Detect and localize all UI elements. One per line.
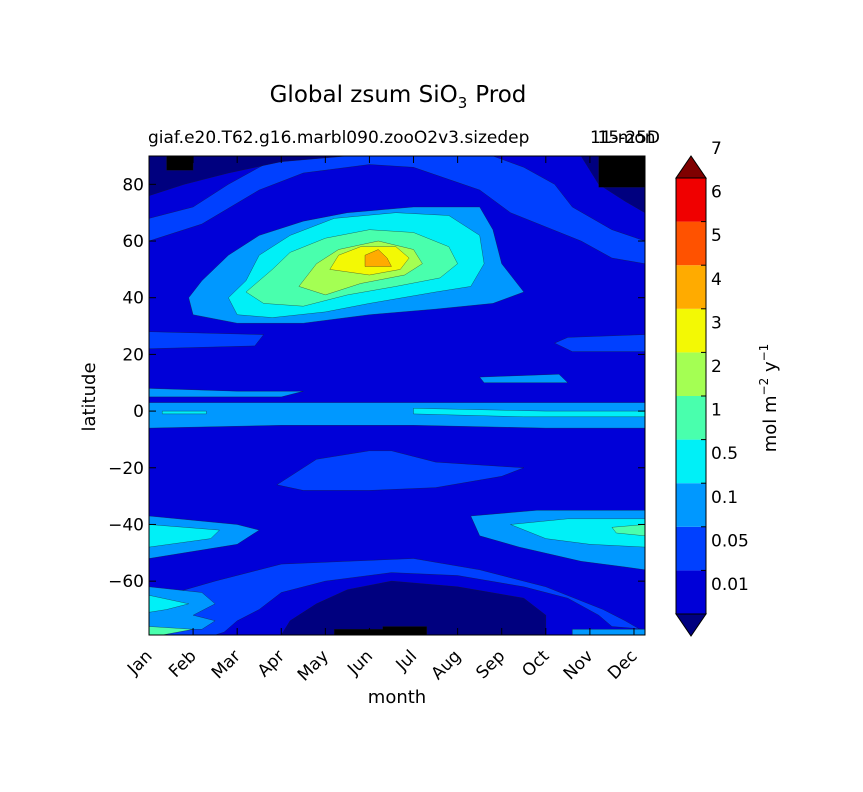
x-tick-label: Jun [343, 646, 377, 680]
colorbar-tick-label: 2 [711, 357, 722, 377]
colorbar-label-sup1: −2 [757, 378, 771, 396]
contour-region-south-polar-below [333, 626, 428, 635]
x-tick-label: Jan [123, 646, 156, 679]
x-tick-label: Feb [165, 646, 200, 681]
chart-title-subscript: 3 [458, 94, 468, 112]
chart-title-text: Global zsum SiO [270, 82, 458, 108]
colorbar-tick-label: 5 [711, 226, 722, 246]
colorbar-tick-label: 0.01 [711, 575, 749, 595]
x-tick-label: Apr [254, 646, 289, 681]
colorbar-extend-bottom [675, 613, 707, 637]
subtitle-right: 15-25D [598, 128, 661, 148]
contour-region-north-low [149, 156, 645, 264]
contour-region-south-east-2 [611, 524, 645, 537]
colorbar-swatch [676, 221, 706, 266]
colorbar-swatch [676, 178, 706, 222]
contour-region-band-25-low [149, 331, 265, 349]
chart-title-suffix: Prod [475, 82, 526, 108]
colorbar-swatch [676, 483, 706, 527]
colorbar-tick-label: 7 [711, 139, 722, 159]
y-tick-label: 0 [133, 402, 144, 422]
contour-region-equator-band [149, 402, 645, 429]
contour-region-north-bloom-5 [364, 249, 392, 267]
colorbar-tick-label: 0.5 [711, 444, 738, 464]
contour-region-equator-core-west [161, 410, 207, 415]
colorbar-label: mol m−2 y−1 [757, 344, 781, 453]
contour-region-north-below-2 [598, 156, 645, 188]
colorbar-swatch [676, 570, 706, 614]
y-tick-label: 20 [122, 345, 144, 365]
contour-region-north-below [166, 156, 194, 171]
contour-region-south-trop-low [276, 450, 524, 491]
x-tick-label: May [294, 646, 333, 685]
y-axis-label: latitude [79, 362, 100, 431]
contour-region-south-polar-min [281, 580, 547, 635]
colorbar-swatch [676, 396, 706, 440]
colorbar-tick-label: 3 [711, 313, 722, 333]
x-tick-label: Nov [560, 646, 598, 684]
y-tick-label: −40 [108, 515, 144, 535]
contour-region-south-west-corner [149, 626, 194, 635]
colorbar-tick-label: 0.1 [711, 488, 738, 508]
colorbar: 0.01 0.05 0.1 0.5 1 2 3 4 5 6 7 [675, 139, 749, 637]
x-tick-label: Dec [604, 646, 641, 683]
colorbar-tick-label: 4 [711, 270, 722, 290]
colorbar-label-mid: y [760, 361, 781, 378]
x-tick-label: Sep [472, 646, 509, 683]
colorbar-swatch [676, 352, 706, 396]
colorbar-label-text: mol m [760, 395, 781, 452]
contour-region-south-west-1 [149, 595, 189, 613]
y-tick-label: 60 [122, 232, 144, 252]
colorbar-swatch [676, 308, 706, 353]
colorbar-swatch [676, 265, 706, 309]
contour-region-south-east-1 [510, 518, 645, 548]
colorbar-tick-label: 6 [711, 183, 722, 203]
x-tick-label: Oct [518, 646, 553, 681]
chart-title: Global zsum SiO3 Prod [270, 82, 527, 112]
plot-frame [148, 155, 646, 636]
colorbar-tick-label: 0.05 [711, 531, 749, 551]
subtitle-overlap: 11-mon [590, 128, 656, 148]
y-tick-label: −60 [108, 572, 144, 592]
contour-region-band-12 [479, 373, 569, 383]
x-axis-label: month [368, 687, 426, 708]
y-tick-label: 40 [122, 289, 144, 309]
contour-region-equator-core [413, 408, 645, 418]
y-tick-label: 80 [122, 175, 144, 195]
contour-region-north-min [149, 156, 645, 213]
contour-region-south-east-corner [572, 629, 645, 635]
colorbar-label-sup2: −1 [757, 344, 771, 362]
subtitle-left: giaf.e20.T62.g16.marbl090.zooO2v3.sizede… [148, 128, 529, 148]
x-tick-label: Mar [208, 646, 245, 683]
contour-region-band-25-low-east [553, 334, 645, 352]
y-tick-label: −20 [108, 459, 144, 479]
y-axis: −60 −40 −20 0 20 40 60 80 [108, 175, 645, 592]
colorbar-swatch [676, 439, 706, 484]
x-tick-label: Aug [428, 646, 466, 684]
contour-region-south-sub-1 [149, 524, 221, 548]
colorbar-tick-label: 1 [711, 401, 722, 421]
contour-region-band-5 [149, 388, 304, 398]
x-tick-label: Jul [392, 646, 421, 675]
colorbar-swatch [676, 526, 706, 571]
contour-fill-group [149, 156, 645, 635]
colorbar-extend-top [675, 155, 707, 179]
